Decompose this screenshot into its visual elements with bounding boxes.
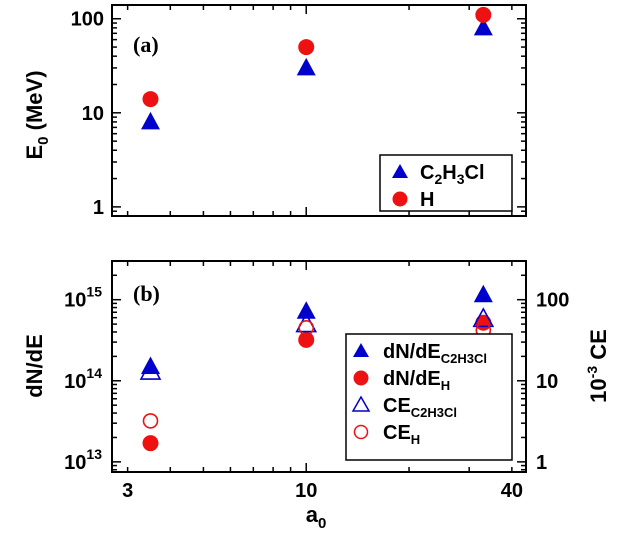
- panel-b-ytick-labels: 1013 1014 1015: [64, 284, 102, 474]
- panel-b-series-0-point: [473, 284, 493, 303]
- panel-b-label: (b): [133, 281, 160, 306]
- panel-b-legend-label-2: CEC2H3Cl: [383, 395, 457, 420]
- legend-circle-filled-icon: [353, 370, 369, 386]
- panel-a-frame: [111, 4, 527, 217]
- panel-b-legend: dN/dEC2H3Cl dN/dEH CEC2H3Cl CEH: [345, 333, 513, 461]
- panel-b-series-2-point: [472, 307, 495, 328]
- panel-b-series-1-point: [298, 331, 315, 348]
- panel-b-xlabel: a0: [306, 502, 327, 532]
- panel-b-series-3-point: [142, 413, 159, 429]
- x-tick-label: 3: [122, 480, 133, 502]
- x-tick-label: 10: [295, 480, 317, 502]
- panel-a-ytick-labels: 1 10 100: [71, 9, 104, 219]
- y2-tick-label: 10: [536, 371, 558, 393]
- y-tick-label: 1014: [64, 365, 102, 393]
- y2-tick-label: 1: [536, 452, 547, 474]
- panel-a-ticks: [112, 5, 526, 217]
- panel-b-series-0-point: [296, 301, 316, 319]
- panel-a-legend-label-1: H: [420, 189, 434, 211]
- panel-b-legend-label-1: dN/dEH: [383, 368, 450, 393]
- panel-b-series-0-point: [140, 356, 160, 374]
- panel-b-y2label: 10-3 CE: [584, 329, 611, 403]
- panel-a-series-0-point: [473, 17, 493, 36]
- legend-triangle-filled-icon: [353, 343, 369, 357]
- panel-b-ylabel: dN/dE: [22, 334, 47, 398]
- panel-b-legend-label-3: CEH: [383, 422, 420, 447]
- panel-b-frame: [111, 260, 527, 473]
- y-tick-label: 1: [93, 197, 104, 219]
- panel-a-legend: C2H3Cl H: [379, 154, 513, 212]
- y-tick-label: 1015: [64, 284, 102, 312]
- panel-a-series-0-point: [296, 57, 316, 76]
- panel-a-series-0-point: [140, 111, 160, 130]
- x-tick-label: 40: [501, 480, 523, 502]
- y-tick-label: 1013: [64, 446, 102, 474]
- y-tick-label: 10: [82, 103, 104, 125]
- panel-b-series-3-point: [298, 320, 315, 336]
- panel-b-xtick-labels: 3 10 40: [122, 480, 523, 502]
- panel-b-y2tick-labels: 1 10 100: [536, 290, 569, 474]
- y2-tick-label: 100: [536, 290, 569, 312]
- legend-circle-open-icon: [353, 424, 369, 440]
- legend-circle-filled-icon: [392, 191, 408, 207]
- panel-b-legend-box: [345, 333, 513, 461]
- panel-a-series-1-point: [298, 39, 315, 56]
- panel-a-legend-label-0: C2H3Cl: [420, 162, 485, 187]
- panel-b-points: [139, 284, 495, 452]
- panel-b-ticks: [112, 260, 526, 472]
- y-tick-label: 100: [71, 9, 104, 31]
- panel-b-series-2-point: [139, 359, 162, 380]
- legend-triangle-open-icon: [351, 395, 371, 412]
- panel-a-series-1-point: [475, 6, 492, 23]
- legend-triangle-filled-icon: [392, 164, 408, 178]
- panel-b-series-1-point: [142, 435, 159, 452]
- panel-a-label: (a): [133, 32, 159, 57]
- panel-a-points: [140, 6, 493, 130]
- panel-b-legend-label-0: dN/dEC2H3Cl: [383, 341, 487, 366]
- panel-a-ylabel: E0 (MeV): [22, 70, 52, 159]
- panel-a-series-1-point: [142, 91, 159, 108]
